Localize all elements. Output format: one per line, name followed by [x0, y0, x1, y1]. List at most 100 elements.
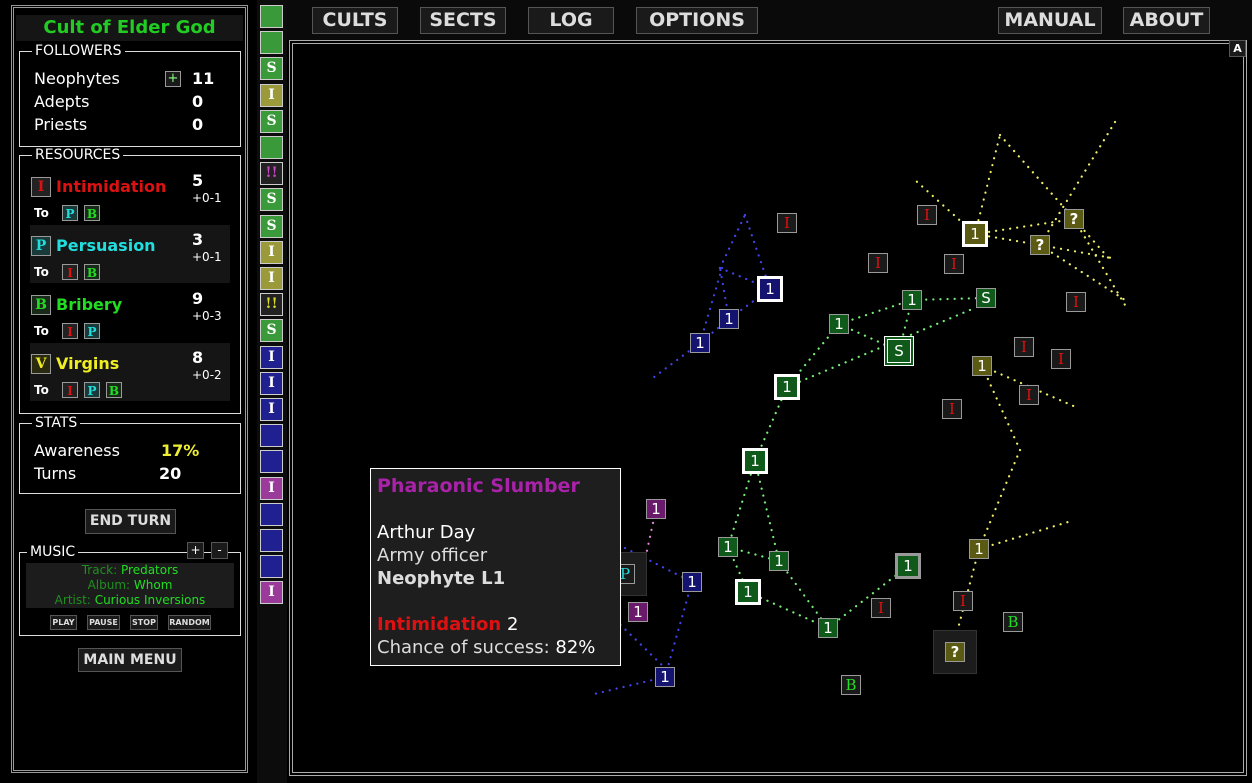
sect-slot[interactable]: S	[260, 188, 283, 212]
link-line	[837, 298, 914, 326]
convert-to-B-button[interactable]: B	[84, 264, 100, 280]
now-playing: Track: Predators Album: Whom Artist: Cur…	[26, 563, 234, 608]
convert-to-I-button[interactable]: I	[62, 382, 78, 398]
map-node-blue[interactable]: 1	[682, 572, 702, 592]
link-line	[998, 133, 1114, 264]
map-toggle-button[interactable]: A	[1229, 40, 1246, 57]
sect-slot[interactable]	[260, 502, 283, 526]
sect-slot[interactable]	[260, 5, 283, 28]
end-turn-button[interactable]: END TURN	[85, 509, 176, 534]
map-node-green[interactable]: 1	[718, 537, 738, 557]
resource-intimidation: I Intimidation 5 +0-1 To P B	[30, 166, 230, 224]
map-node-purple[interactable]: 1	[646, 499, 666, 519]
upgrade-neophytes-button[interactable]: +	[165, 71, 181, 87]
map-node-neutral[interactable]: I	[1066, 292, 1086, 312]
sect-slot[interactable]	[260, 31, 283, 55]
map-node-olive[interactable]: 1	[972, 356, 992, 376]
map-node-neutral[interactable]: B	[1003, 612, 1023, 632]
main-menu-button[interactable]: MAIN MENU	[78, 648, 182, 672]
map-node-neutral[interactable]: I	[917, 205, 937, 225]
map-node-green[interactable]: 1	[895, 553, 921, 579]
album-label: Album:	[87, 578, 131, 592]
map-node-blue[interactable]: 1	[719, 309, 739, 329]
convert-to-label: To	[34, 206, 49, 220]
map-node-green[interactable]: 1	[735, 579, 761, 605]
map-node-neutral[interactable]: I	[777, 213, 797, 233]
sect-slot[interactable]	[260, 136, 283, 159]
sect-slot[interactable]: I	[260, 581, 283, 605]
pause-button[interactable]: PAUSE	[87, 615, 120, 630]
map-node-olive[interactable]: 1	[962, 221, 988, 247]
map-node-green[interactable]: S	[976, 288, 996, 308]
sect-slot[interactable]: I	[260, 345, 283, 369]
map-node-green[interactable]: 1	[829, 314, 849, 334]
link-line	[785, 308, 972, 389]
map-node-olive[interactable]: ?	[945, 642, 965, 662]
map-node-green[interactable]: 1	[902, 290, 922, 310]
sect-slot[interactable]: I	[260, 83, 283, 107]
map-node-blue[interactable]: 1	[757, 276, 783, 302]
convert-to-label: To	[34, 383, 49, 397]
sect-slot[interactable]: I	[260, 267, 283, 290]
sect-slot[interactable]	[260, 529, 283, 552]
convert-to-I-button[interactable]: I	[62, 264, 78, 280]
volume-down-button[interactable]: -	[211, 542, 228, 559]
sect-slot[interactable]: S	[260, 109, 283, 133]
sect-slot[interactable]	[260, 450, 283, 474]
sect-slot[interactable]: !!	[260, 162, 283, 186]
sect-slot[interactable]: I	[260, 398, 283, 421]
about-button[interactable]: ABOUT	[1123, 7, 1210, 34]
sect-slot[interactable]: !!	[260, 293, 283, 317]
convert-to-B-button[interactable]: B	[84, 205, 100, 221]
convert-to-P-button[interactable]: P	[84, 382, 100, 398]
map-node-green[interactable]: 1	[774, 374, 800, 400]
turns-label: Turns	[34, 464, 77, 483]
sect-slot[interactable]	[260, 424, 283, 448]
map-node-green[interactable]: 1	[818, 618, 838, 638]
map-node-neutral[interactable]: I	[942, 399, 962, 419]
convert-to-P-button[interactable]: P	[84, 323, 100, 339]
map-node-neutral[interactable]: I	[1019, 385, 1039, 405]
resource-rate: +0-1	[192, 250, 222, 264]
map-node-neutral[interactable]: I	[1051, 349, 1071, 369]
link-line	[1072, 217, 1127, 307]
map-node-neutral[interactable]: I	[868, 253, 888, 273]
sect-slot[interactable]: S	[260, 57, 283, 81]
stop-button[interactable]: STOP	[130, 615, 158, 630]
sect-slot[interactable]: I	[260, 240, 283, 264]
cults-button[interactable]: CULTS	[312, 7, 398, 34]
convert-to-P-button[interactable]: P	[62, 205, 78, 221]
map-node-blue[interactable]: 1	[655, 667, 675, 687]
map-node-olive[interactable]: 1	[969, 539, 989, 559]
map-node-green[interactable]: S	[884, 336, 914, 366]
sects-button[interactable]: SECTS	[420, 7, 506, 34]
options-button[interactable]: OPTIONS	[636, 7, 758, 34]
map-node-neutral[interactable]: I	[871, 598, 891, 618]
tooltip-cult-name: Pharaonic Slumber	[377, 475, 580, 497]
sect-slot[interactable]: I	[260, 476, 283, 500]
map-node-purple[interactable]: 1	[628, 602, 648, 622]
volume-up-button[interactable]: +	[187, 542, 204, 559]
map-node-olive[interactable]: ?	[1064, 209, 1084, 229]
log-button[interactable]: LOG	[528, 7, 614, 34]
random-button[interactable]: RANDOM	[168, 615, 211, 630]
map-node-blue[interactable]: 1	[690, 333, 710, 353]
convert-to-B-button[interactable]: B	[106, 382, 122, 398]
link-line	[953, 547, 981, 642]
map-node-neutral[interactable]: I	[953, 591, 973, 611]
convert-to-I-button[interactable]: I	[62, 323, 78, 339]
map-node-green[interactable]: 1	[769, 551, 789, 571]
sect-slot[interactable]: S	[260, 319, 283, 343]
sect-slot[interactable]: S	[260, 214, 283, 238]
map-node-green[interactable]: 1	[742, 448, 768, 474]
sect-slot[interactable]	[260, 555, 283, 579]
manual-button[interactable]: MANUAL	[998, 7, 1102, 34]
map-node-olive[interactable]: ?	[1030, 235, 1050, 255]
map-node-neutral[interactable]: I	[944, 254, 964, 274]
map-node-neutral[interactable]: B	[841, 675, 861, 695]
play-button[interactable]: PLAY	[50, 615, 77, 630]
resource-name: Bribery	[56, 295, 123, 314]
map-node-neutral[interactable]: I	[1014, 337, 1034, 357]
sect-slot[interactable]: I	[260, 371, 283, 395]
